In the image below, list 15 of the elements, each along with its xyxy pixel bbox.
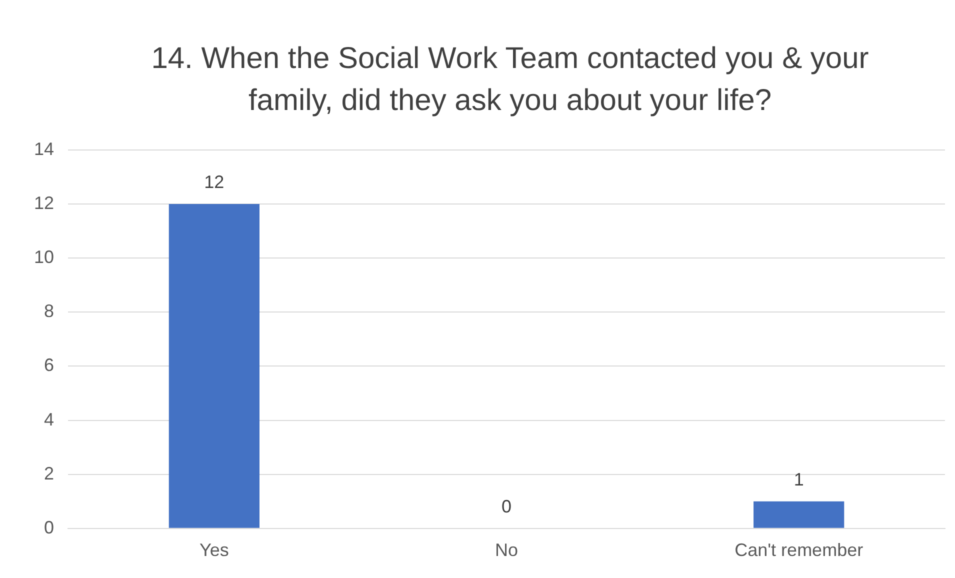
data-label: 1: [794, 469, 804, 490]
y-tick-label: 2: [44, 463, 54, 484]
y-tick-label: 10: [34, 247, 54, 268]
x-tick-label: Yes: [199, 540, 229, 560]
chart-title: 14. When the Social Work Team contacted you & your family, did they ask you about your life?: [150, 41, 870, 119]
y-tick-label: 6: [44, 355, 54, 376]
y-tick-label: 4: [44, 409, 54, 430]
x-tick-label: Can't remember: [734, 540, 864, 560]
y-tick-label: 12: [34, 193, 54, 214]
y-tick-label: 0: [44, 517, 54, 538]
x-tick-label: No: [495, 540, 518, 560]
data-label: 0: [502, 496, 512, 516]
data-label: 12: [204, 172, 224, 192]
y-tick-label: 8: [44, 301, 54, 322]
y-tick-label: 14: [34, 138, 54, 159]
